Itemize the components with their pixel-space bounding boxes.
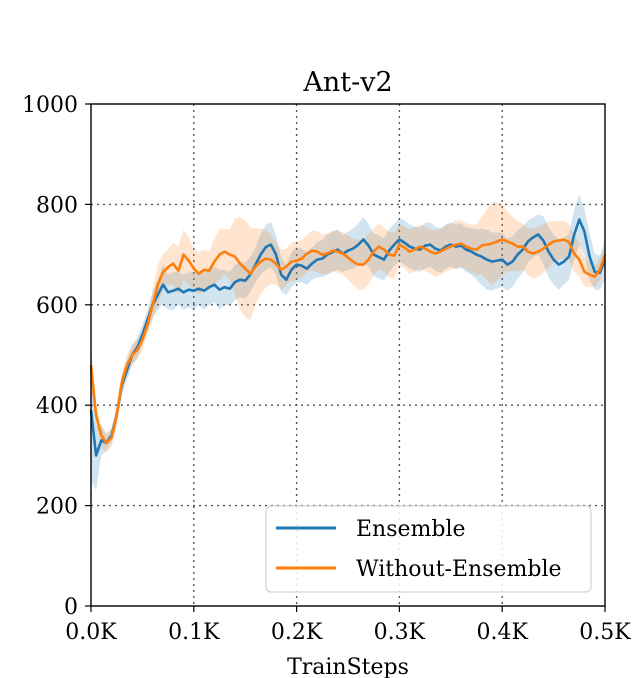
legend-box bbox=[265, 505, 592, 593]
confidence-bands bbox=[91, 194, 605, 491]
y-tick-label: 600 bbox=[36, 294, 78, 319]
legend: Ensemble Without-Ensemble bbox=[265, 505, 592, 593]
x-tick-label: 0.4K bbox=[476, 620, 528, 645]
band-ensemble bbox=[91, 194, 605, 491]
x-axis-ticks: 0.0K 0.1K 0.2K 0.3K 0.4K 0.5K bbox=[65, 606, 631, 645]
y-tick-label: 400 bbox=[36, 394, 78, 419]
band-without-ensemble bbox=[91, 202, 605, 453]
x-axis-label: TrainSteps bbox=[287, 655, 409, 678]
y-tick-label: 200 bbox=[36, 495, 78, 520]
x-tick-label: 0.0K bbox=[65, 620, 117, 645]
grid-lines bbox=[91, 104, 605, 606]
y-tick-label: 1000 bbox=[22, 93, 78, 118]
chart-title: Ant-v2 bbox=[302, 67, 392, 98]
plot-frame bbox=[90, 103, 606, 607]
series-line-without-ensemble bbox=[89, 238, 607, 445]
series-line-ensemble bbox=[89, 218, 607, 457]
x-tick-label: 0.1K bbox=[168, 620, 220, 645]
legend-label-ensemble: Ensemble bbox=[356, 517, 466, 542]
x-tick-label: 0.3K bbox=[374, 620, 426, 645]
series-lines bbox=[89, 218, 607, 457]
y-tick-label: 800 bbox=[36, 193, 78, 218]
legend-label-without-ensemble: Without-Ensemble bbox=[356, 557, 562, 582]
y-axis-ticks: 0 200 400 600 800 1000 bbox=[22, 93, 91, 620]
x-tick-label: 0.5K bbox=[579, 620, 631, 645]
y-tick-label: 0 bbox=[64, 595, 78, 620]
x-tick-label: 0.2K bbox=[271, 620, 323, 645]
